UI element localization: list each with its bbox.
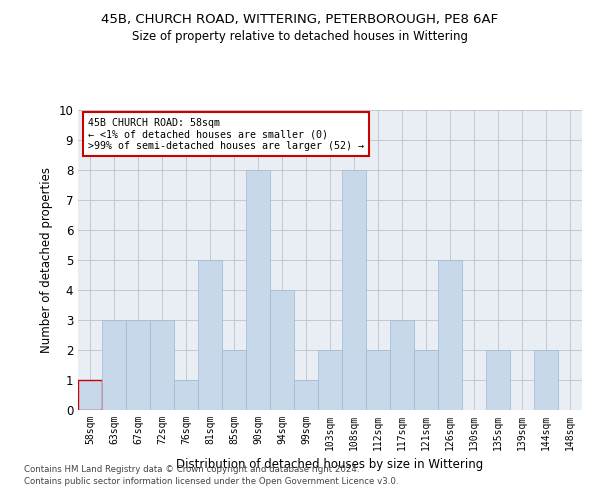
Bar	[150, 320, 174, 410]
Bar	[342, 170, 366, 410]
Text: 45B CHURCH ROAD: 58sqm
← <1% of detached houses are smaller (0)
>99% of semi-det: 45B CHURCH ROAD: 58sqm ← <1% of detached…	[88, 118, 364, 150]
Bar	[102, 320, 126, 410]
X-axis label: Distribution of detached houses by size in Wittering: Distribution of detached houses by size …	[176, 458, 484, 471]
Bar	[486, 350, 510, 410]
Bar	[438, 260, 462, 410]
Bar	[294, 380, 318, 410]
Bar	[366, 350, 390, 410]
Text: Size of property relative to detached houses in Wittering: Size of property relative to detached ho…	[132, 30, 468, 43]
Bar	[126, 320, 150, 410]
Y-axis label: Number of detached properties: Number of detached properties	[40, 167, 53, 353]
Text: 45B, CHURCH ROAD, WITTERING, PETERBOROUGH, PE8 6AF: 45B, CHURCH ROAD, WITTERING, PETERBOROUG…	[101, 12, 499, 26]
Text: Contains public sector information licensed under the Open Government Licence v3: Contains public sector information licen…	[24, 477, 398, 486]
Bar	[414, 350, 438, 410]
Text: Contains HM Land Registry data © Crown copyright and database right 2024.: Contains HM Land Registry data © Crown c…	[24, 465, 359, 474]
Bar	[174, 380, 198, 410]
Bar	[246, 170, 270, 410]
Bar	[390, 320, 414, 410]
Bar	[534, 350, 558, 410]
Bar	[78, 380, 102, 410]
Bar	[198, 260, 222, 410]
Bar	[270, 290, 294, 410]
Bar	[222, 350, 246, 410]
Bar	[318, 350, 342, 410]
